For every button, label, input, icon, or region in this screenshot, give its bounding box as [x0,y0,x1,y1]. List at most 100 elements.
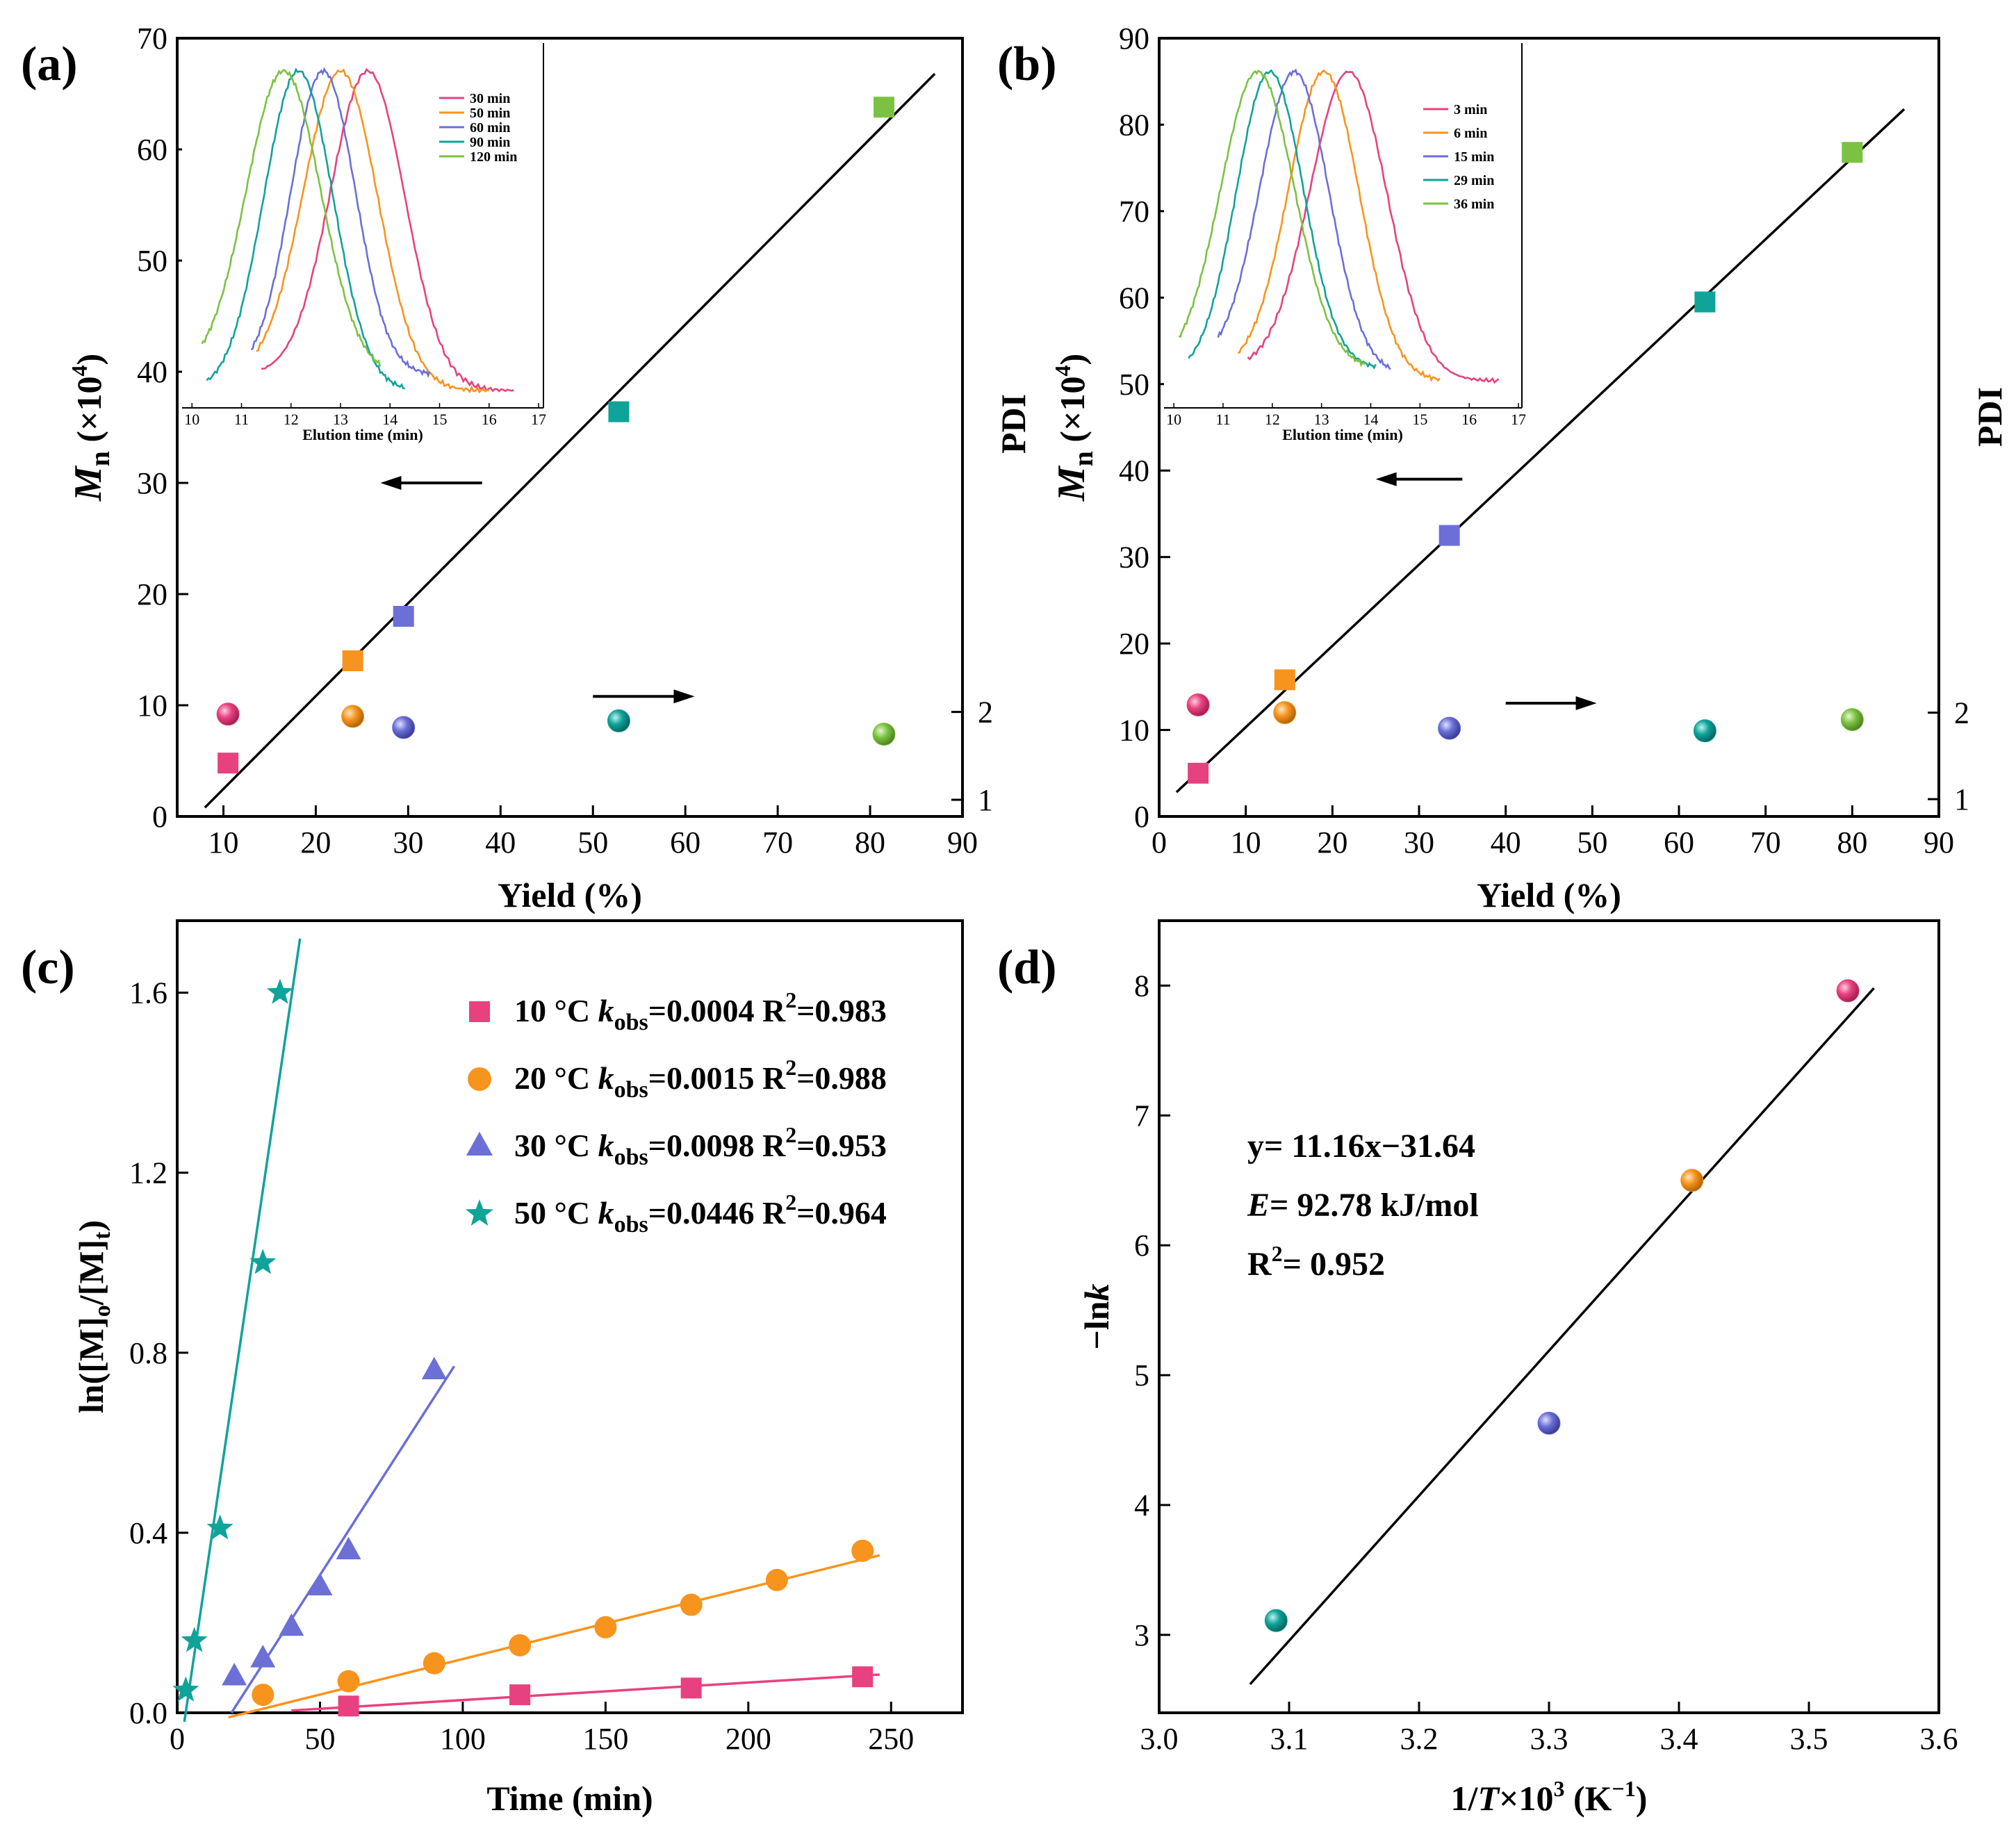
panel-c-label: (c) [21,941,75,994]
panel-c-point-teal [249,1249,277,1274]
panel-d-y-ticks: 3 4 5 6 7 8 [1134,969,1170,1652]
panel-a-x-axis-title: Yield (%) [498,876,642,914]
panel-d-activation-energy: E= 92.78 kJ/mol [1247,1187,1479,1224]
panel-b-x-tick-label: 10 [1231,825,1261,860]
panel-c-legend-label: 20 °C kobs=0.0015 R2=0.988 [514,1055,887,1103]
panel-d-equation: y= 11.16x−31.64 [1247,1128,1475,1165]
panel-a-inset-curve [261,67,514,393]
panel-b: (b) 0 10 20 30 40 50 60 70 80 90 0 10 20 30 40 50 60 70 8… [997,22,2009,914]
panel-b-inset-tick-label: 15 [1412,411,1427,428]
panel-b-inset-tick-label: 11 [1215,411,1230,428]
panel-c-point-teal [172,1676,199,1702]
panel-b-pdi-tick-label: 2 [1954,696,1969,730]
panel-a-inset-legend-label: 50 min [470,106,510,121]
panel-b-pdi-point [1438,716,1461,740]
panel-c-point-purple [421,1356,447,1380]
panel-a-inset-legend-label: 120 min [470,149,517,165]
panel-a-x-ticks: 10 20 30 40 50 60 70 80 90 [208,805,978,860]
panel-a-arrows [380,476,695,704]
panel-c-x-tick-label: 250 [868,1722,914,1756]
panel-d-x-tick-label: 3.3 [1530,1722,1568,1756]
panel-c-fit-teal [183,938,302,1723]
panel-c-x-tick-label: 100 [440,1722,486,1756]
panel-c-legend-label: 50 °C kobs=0.0446 R2=0.964 [514,1190,887,1238]
panel-c-fit-pink [291,1673,880,1712]
panel-a: (a) 10 20 30 40 50 60 70 80 90 0 10 20 30 40 50 60 70 1… [21,22,1033,914]
panel-c-x-axis-title: Time (min) [486,1779,653,1818]
panel-b-y-tick-label: 0 [1134,800,1149,834]
panel-d-y-tick-label: 7 [1134,1099,1149,1133]
panel-d-r-squared: R2= 0.952 [1247,1241,1385,1283]
panel-c-legend-marker-teal [466,1199,493,1226]
panel-a-x-tick-label: 40 [485,825,516,860]
panel-b-mn-point [1274,669,1295,691]
panel-c-point-teal [266,978,293,1004]
panel-b-y-ticks: 0 10 20 30 40 50 60 70 80 90 [1119,22,1170,834]
panel-a-pdi-point [341,705,365,728]
panel-d-points [1264,979,1860,1632]
panel-c-legend-marker-purple [466,1131,493,1156]
panel-d-point [1264,1609,1288,1632]
panel-a-inset-legend-label: 60 min [470,120,510,135]
panel-a-y-tick-label: 20 [137,577,167,611]
panel-c-point-orange [252,1684,274,1707]
panel-b-inset-ticks: 10 11 12 13 14 15 16 17 [1166,403,1526,428]
panel-a-mn-point [342,650,363,671]
panel-a-y-tick-label: 60 [137,133,167,167]
panel-c-point-orange [680,1593,703,1616]
panel-a-inset-curve [201,69,382,367]
panel-a-pdi-tick-label: 1 [978,783,993,817]
panel-b-mn-point [1842,142,1863,163]
panel-d-x-tick-label: 3.4 [1660,1722,1698,1756]
panel-a-mn-point [874,97,894,118]
panel-a-x-tick-label: 80 [855,825,885,860]
panel-d-x-tick-label: 3.6 [1920,1722,1958,1756]
panel-b-x-tick-label: 90 [1924,825,1954,860]
panel-a-mn-point [218,753,239,774]
panel-a-y-ticks: 0 10 20 30 40 50 60 70 [137,22,188,834]
panel-a-inset-tick-label: 12 [284,411,299,428]
panel-d-fit-line [1249,987,1875,1686]
panel-d-x-axis-title: 1/T×103 (K−1) [1451,1776,1648,1818]
panel-b-pdi-point [1840,708,1864,732]
panel-a-fit-segment [204,72,936,809]
panel-c-point-pink [852,1666,874,1688]
panel-a-y-tick-label: 30 [137,466,167,500]
panel-a-pdi-point [607,709,630,732]
panel-a-inset-curve [206,67,405,390]
panel-b-x-tick-label: 40 [1491,825,1521,860]
panel-d-point [1537,1411,1561,1435]
panel-b-inset-tick-label: 16 [1461,411,1477,428]
panel-b-pdi-ticks: 12 [1928,696,1969,816]
panel-b-inset-tick-label: 12 [1265,411,1280,428]
panel-b-inset-curve [1217,68,1391,370]
panel-a-pdi-ticks: 12 [951,696,993,817]
panel-d-y-tick-label: 4 [1134,1488,1149,1522]
panel-b-mn-point [1694,291,1716,313]
panel-b-x-tick-label: 50 [1577,825,1607,860]
panel-c-y-tick-label: 0.8 [129,1336,167,1370]
panel-b-x-tick-label: 70 [1751,825,1781,860]
panel-b-x-ticks: 0 10 20 30 40 50 60 70 80 90 [1152,805,1954,860]
panel-a-inset-curve [250,67,431,378]
panel-a-y-tick-label: 0 [152,800,167,834]
panel-c-point-pink [338,1695,359,1717]
panel-b-mn-point [1439,525,1460,546]
panel-c-point-orange [423,1652,445,1675]
panel-a-inset-tick-label: 13 [333,411,348,428]
panel-b-fit-line [1175,108,1906,794]
panel-b-pdi-axis-title: PDI [1970,387,2009,447]
panel-a-x-tick-label: 90 [947,825,978,860]
panel-c-points [172,978,874,1717]
panel-a-fit-line [204,72,936,809]
panel-d-x-tick-label: 3.5 [1790,1722,1828,1756]
panel-a-mn-point [393,606,414,627]
panel-a-x-tick-label: 70 [762,825,793,860]
panel-a-y-axis-title: Mn (×104) [67,354,115,502]
panel-a-mn-point [608,401,630,422]
panel-c-y-tick-label: 1.2 [129,1156,167,1190]
panel-a-points [216,97,896,774]
panel-c-y-ticks: 0.0 0.4 0.8 1.2 1.6 [129,976,188,1730]
panel-c-point-pink [509,1684,531,1706]
